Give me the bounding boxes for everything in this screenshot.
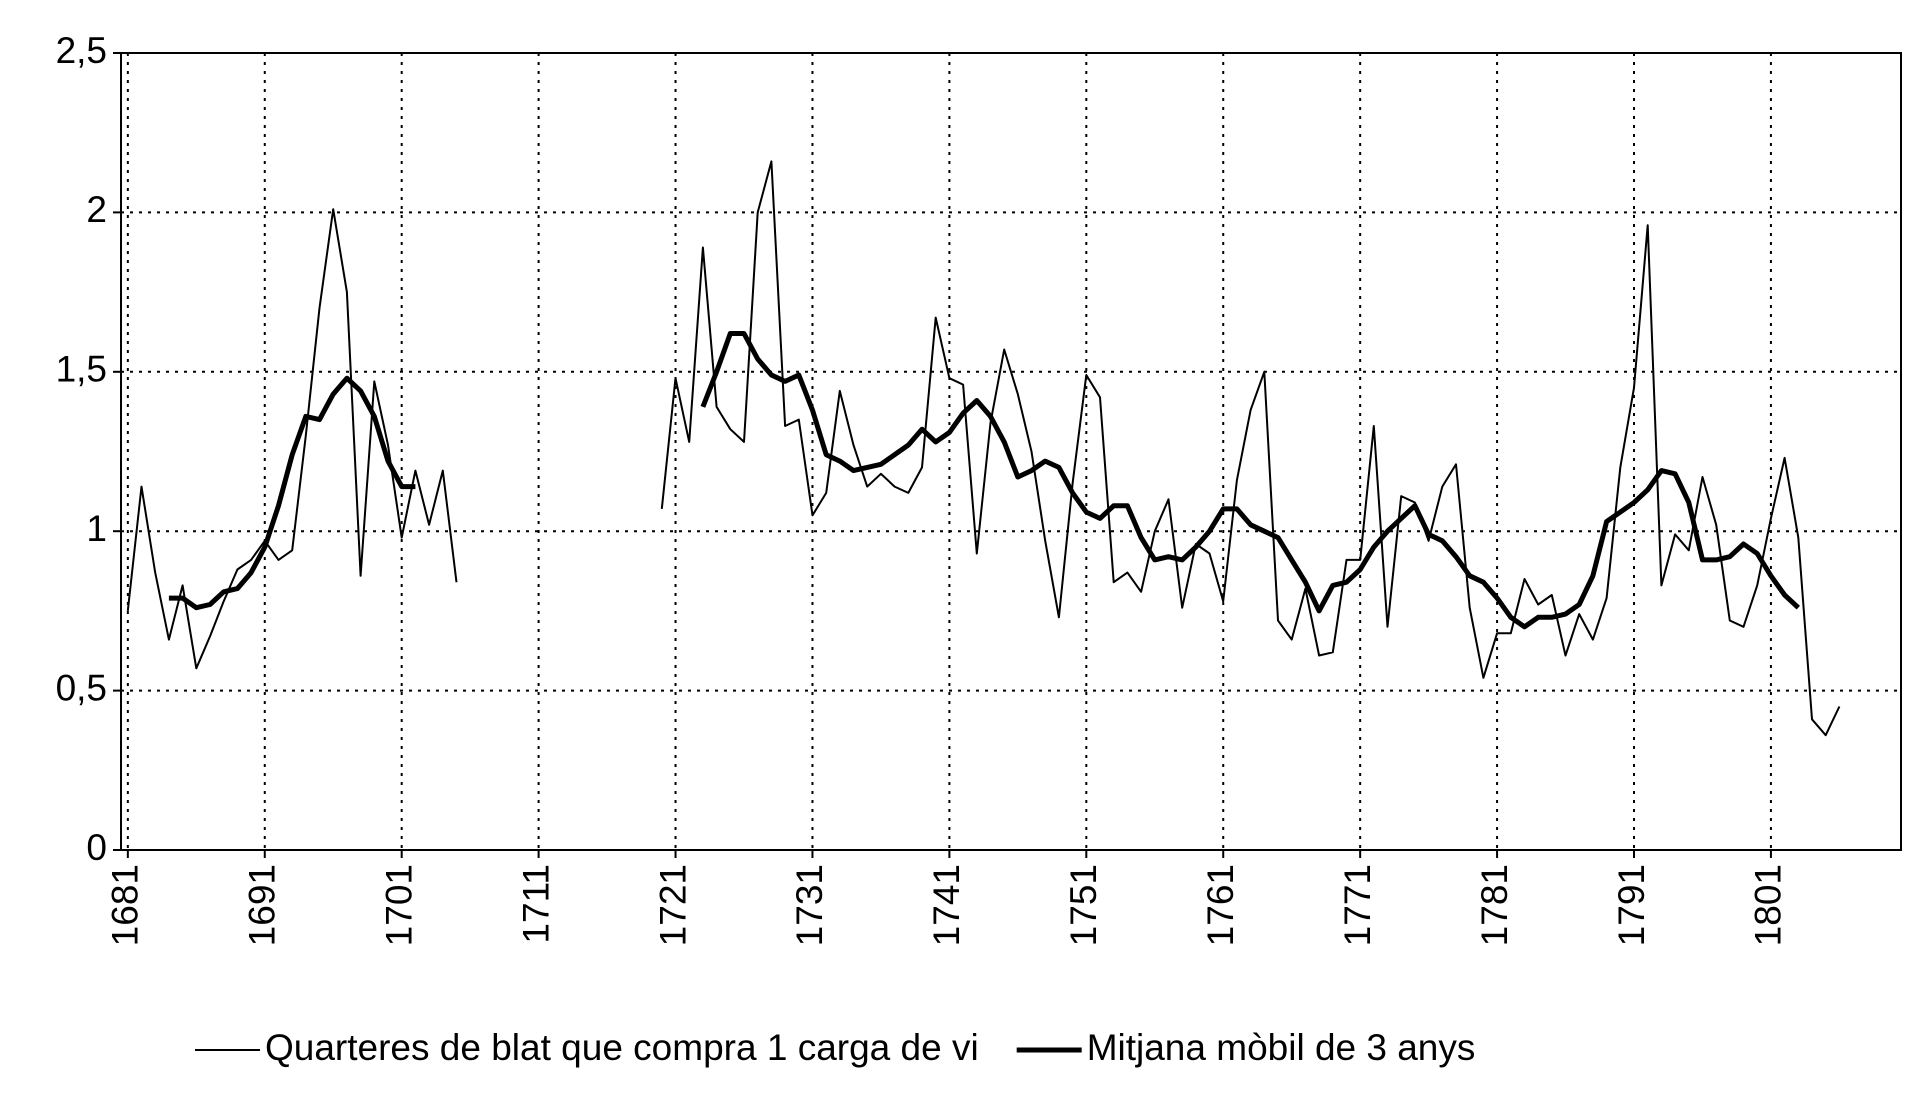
y-tick-label: 2 (86, 189, 107, 230)
y-tick-label: 1 (86, 508, 107, 549)
data-line (126, 160, 1841, 737)
x-tick-label: 1751 (1063, 864, 1104, 946)
x-tick-label: 1711 (515, 864, 556, 944)
legend-label: Mitjana mòbil de 3 anys (1087, 1027, 1476, 1068)
x-tick-label: 1731 (789, 864, 830, 946)
x-tick-label: 1761 (1200, 864, 1241, 946)
x-tick-label: 1801 (1748, 864, 1789, 946)
x-tick-label: 1771 (1337, 864, 1378, 946)
x-tick-label: 1681 (105, 864, 146, 946)
y-tick-label: 1,5 (56, 349, 107, 390)
y-tick-label: 0,5 (56, 667, 107, 708)
y-tick-label: 2,5 (56, 30, 107, 71)
legend-label: Quarteres de blat que compra 1 carga de … (265, 1027, 979, 1068)
data-line (168, 331, 1800, 630)
plot-frame (120, 52, 1902, 851)
x-tick-label: 1781 (1474, 864, 1515, 946)
x-tick-label: 1701 (378, 864, 419, 946)
x-tick-label: 1741 (926, 864, 967, 946)
x-tick-label: 1691 (242, 864, 283, 946)
y-tick-label: 0 (86, 827, 107, 868)
x-tick-label: 1791 (1611, 864, 1652, 946)
x-tick-label: 1721 (652, 864, 693, 946)
